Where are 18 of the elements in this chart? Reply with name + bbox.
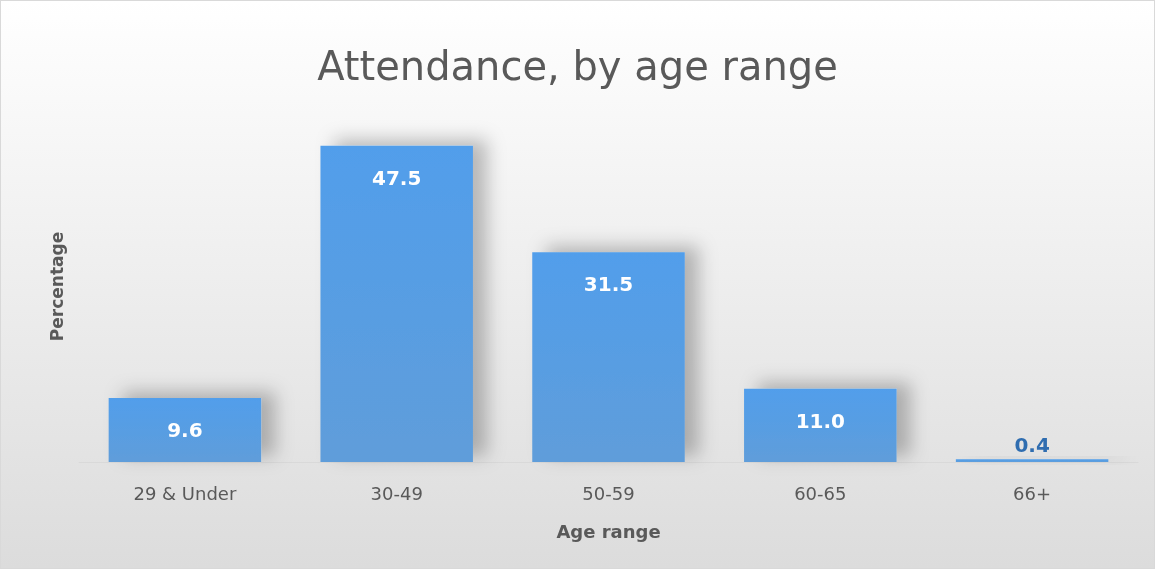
bar <box>532 252 685 462</box>
x-axis-title: Age range <box>556 520 661 542</box>
data-label: 9.6 <box>167 418 203 443</box>
chart-title: Attendance, by age range <box>317 43 838 89</box>
x-tick-label: 66+ <box>1013 482 1052 504</box>
x-tick-label: 29 & Under <box>133 482 237 504</box>
bar <box>108 398 262 462</box>
x-tick-label: 50-59 <box>582 482 635 504</box>
x-tick-label: 30-49 <box>370 482 423 504</box>
bar <box>744 388 897 462</box>
data-label: 47.5 <box>372 165 422 190</box>
data-label: 0.4 <box>1014 433 1050 458</box>
bar <box>955 459 1109 462</box>
data-label: 11.0 <box>795 408 845 433</box>
y-axis-title: Percentage <box>46 231 67 342</box>
x-tick-label: 60-65 <box>794 482 847 504</box>
data-label: 31.5 <box>583 272 634 297</box>
bar <box>320 145 473 462</box>
